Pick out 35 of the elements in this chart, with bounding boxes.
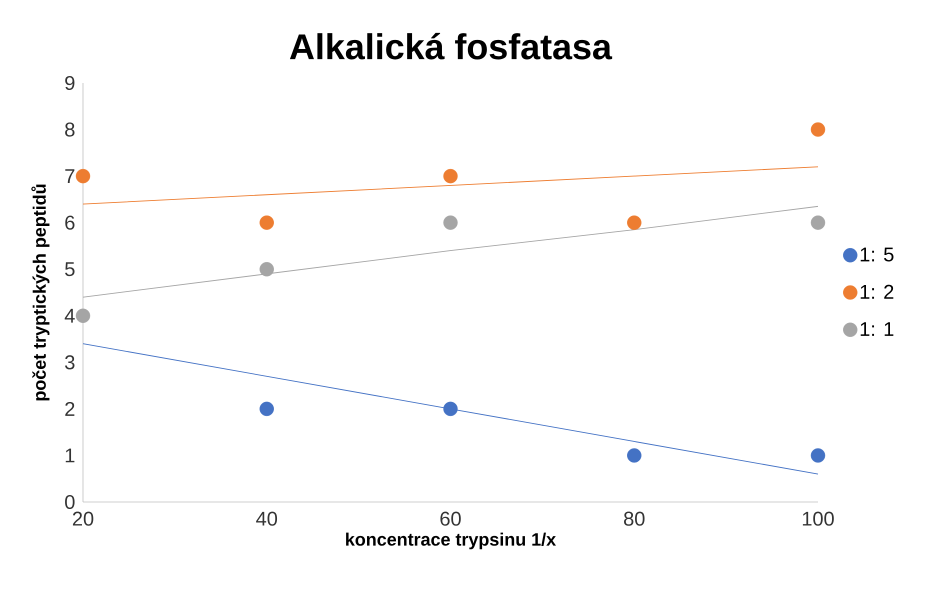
- legend-label: 1: 2: [860, 284, 894, 299]
- y-tick-label: 6: [65, 216, 74, 230]
- point: [443, 402, 458, 416]
- point: [627, 448, 642, 463]
- point: [443, 168, 458, 184]
- point: [810, 215, 826, 230]
- point: [810, 448, 826, 463]
- point: [627, 215, 642, 230]
- point: [260, 402, 274, 416]
- y-tick-label: 4: [64, 308, 75, 323]
- point: [260, 215, 274, 230]
- line-series: [82, 206, 818, 298]
- y-tick-label: 5: [65, 262, 75, 276]
- legend-label: 1: 5: [860, 248, 894, 262]
- y-tick-label: 1: [66, 448, 74, 462]
- x-tick-label: 60: [440, 512, 461, 526]
- y-tick-label: 0: [65, 494, 75, 510]
- point: [260, 262, 274, 276]
- y-tick-label: 7: [65, 169, 74, 183]
- x-tick-label: 80: [624, 512, 645, 526]
- y-tick-label: 9: [65, 76, 74, 90]
- point: [76, 168, 90, 184]
- chart-title: Alkalická fosfatasa: [290, 32, 612, 60]
- y-tick-label: 2: [65, 402, 74, 416]
- point: [443, 215, 458, 230]
- point: [76, 308, 90, 323]
- x-tick-label: 100: [802, 512, 834, 526]
- y-tick-label: 3: [65, 355, 74, 370]
- point: [810, 122, 826, 137]
- legend-label: 1: 1: [860, 322, 894, 336]
- x-tick-label: 20: [72, 512, 94, 526]
- y-tick-label: 8: [65, 122, 74, 137]
- x-tick-label: 40: [256, 512, 278, 526]
- y-axis-title: počet tryptických peptidů: [31, 184, 50, 400]
- x-axis-title: koncentrace trypsinu 1/x: [346, 532, 556, 550]
